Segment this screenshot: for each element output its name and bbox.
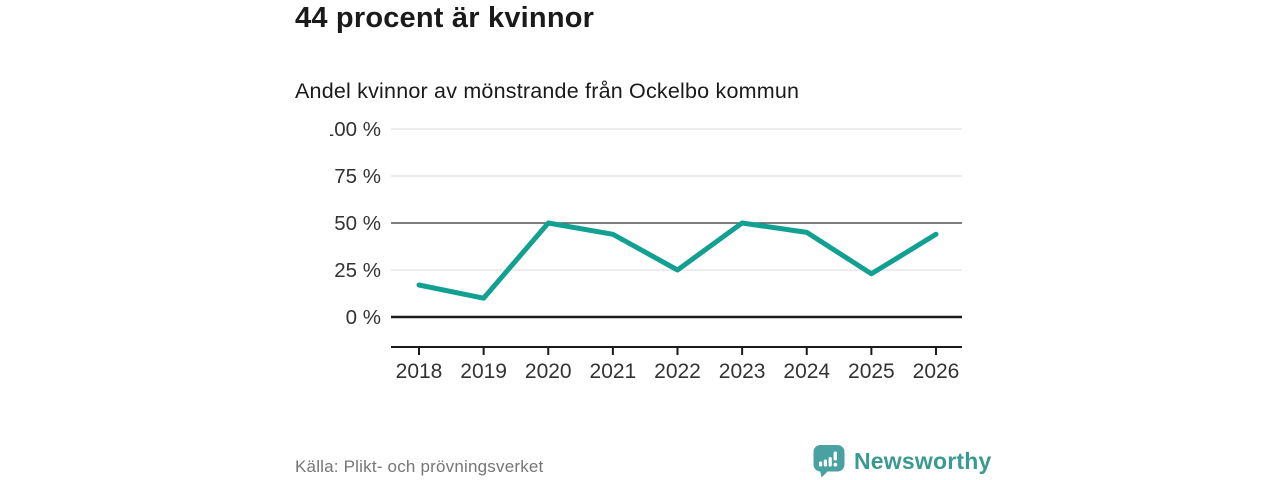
x-axis-tick-label: 2024 (783, 360, 830, 383)
y-axis-tick-label: 0 % (346, 306, 381, 329)
x-axis-tick-label: 2022 (654, 360, 701, 383)
x-axis-tick-label: 2025 (848, 360, 895, 383)
source-note: Källa: Plikt- och prövningsverket (295, 457, 544, 476)
newsworthy-logo-icon (813, 445, 845, 478)
x-axis-tick-label: 2018 (396, 360, 443, 383)
x-axis-tick-label: 2023 (719, 360, 766, 383)
x-axis-tick-label: 2019 (460, 360, 507, 383)
y-axis-tick-label: 75 % (334, 165, 381, 188)
x-axis-tick-label: 2026 (913, 360, 960, 383)
chart-title: 44 procent är kvinnor (295, 2, 595, 34)
y-axis-tick-label: 50 % (334, 212, 381, 235)
brand-logo: Newsworthy (812, 443, 991, 479)
x-axis-tick-label: 2021 (590, 360, 637, 383)
y-axis-tick-label: 25 % (334, 259, 381, 282)
x-axis-tick-label: 2020 (525, 360, 572, 383)
brand-name: Newsworthy (854, 447, 992, 474)
y-axis-tick-label: 100 % (330, 118, 381, 141)
chart-subtitle: Andel kvinnor av mönstrande från Ockelbo… (295, 79, 800, 103)
line-chart: 0 % 25 % 50 % 75 % 100 % 2018 2019 2020 2021 2022… (330, 118, 962, 383)
data-series-line (416, 220, 939, 301)
